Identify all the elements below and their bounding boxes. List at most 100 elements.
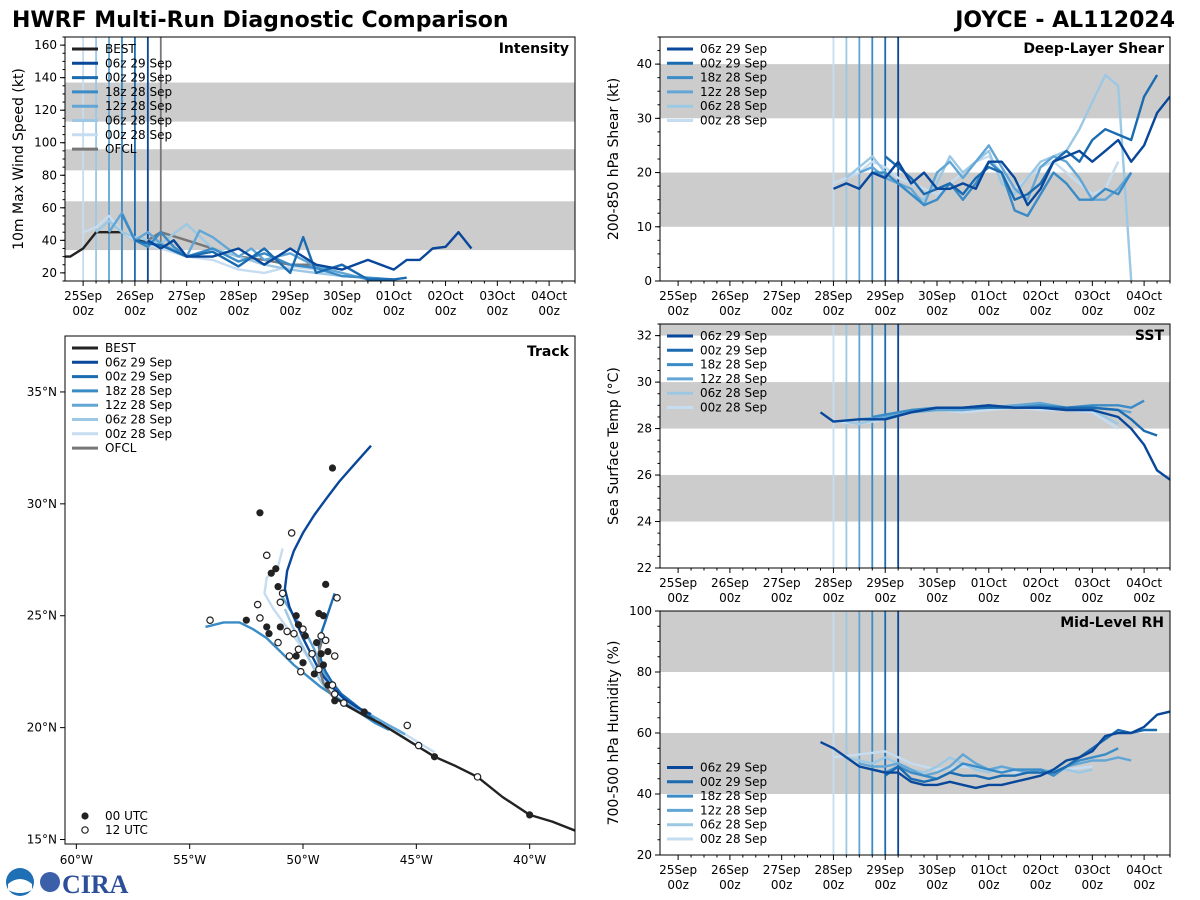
x-tick-label-date: 28Sep xyxy=(220,289,258,303)
x-tick-label: 60°W xyxy=(60,853,93,867)
shade-band-1 xyxy=(660,64,1170,119)
track-point-00utc xyxy=(267,569,275,577)
track-point-12utc xyxy=(290,629,298,638)
legend-label-06z-28-sep: 06z 28 Sep xyxy=(700,386,767,400)
track-point-00utc xyxy=(301,632,309,640)
shade-band-0 xyxy=(660,475,1170,522)
x-tick-label-hour: 00z xyxy=(1133,878,1155,892)
x-tick-label-hour: 00z xyxy=(978,304,1000,318)
y-tick-label: 22 xyxy=(637,561,652,575)
legend-label-06z-29-sep: 06z 29 Sep xyxy=(105,56,172,70)
x-tick-label-hour: 00z xyxy=(1082,591,1104,605)
cira-wordmark: CIRA xyxy=(62,870,129,899)
panel-title: SST xyxy=(1135,328,1165,344)
track-point-00utc xyxy=(294,621,303,629)
x-tick-label-date: 30Sep xyxy=(918,863,956,877)
x-tick-label-date: 26Sep xyxy=(711,289,749,303)
legend-label-best: BEST xyxy=(105,42,136,56)
track-point-00utc xyxy=(331,697,339,705)
track-point-00utc xyxy=(263,623,271,631)
track-point-12utc xyxy=(308,649,316,658)
legend-label-00z-28-sep: 00z 28 Sep xyxy=(105,427,172,441)
x-tick-label-date: 29Sep xyxy=(866,863,904,877)
x-tick-label-hour: 00z xyxy=(874,304,896,318)
y-tick-label: 28 xyxy=(637,422,652,436)
x-tick-label: 45°W xyxy=(400,853,433,867)
track-point-12utc xyxy=(333,594,341,602)
y-axis-label: Sea Surface Temp (°C) xyxy=(606,367,622,525)
series-line-06z-29-sep xyxy=(147,231,473,271)
legend-label-ofcl: OFCL xyxy=(105,142,137,156)
track-point-12utc xyxy=(296,667,305,676)
y-axis-label: 200-850 hPa Shear (kt) xyxy=(606,78,622,240)
x-tick-label-date: 28Sep xyxy=(815,576,853,590)
x-tick-label-hour: 00z xyxy=(823,591,845,605)
intensity-panel: 2040608010012014016025Sep00z26Sep00z27Se… xyxy=(11,36,576,318)
legend-label-12z-28-sep: 12z 28 Sep xyxy=(105,398,172,412)
track-point-12utc xyxy=(315,665,323,674)
x-tick-label-hour: 00z xyxy=(771,591,793,605)
track-point-00utc xyxy=(430,753,439,761)
legend-label-06z-29-sep: 06z 29 Sep xyxy=(700,761,767,775)
legend-label-12z-28-sep: 12z 28 Sep xyxy=(700,85,767,99)
track-point-12utc xyxy=(283,627,291,636)
legend-label-best: BEST xyxy=(105,341,136,355)
x-tick-label-hour: 00z xyxy=(667,304,689,318)
x-tick-label-hour: 00z xyxy=(72,304,94,318)
x-tick-label-date: 02Oct xyxy=(1023,289,1059,303)
x-tick-label-hour: 00z xyxy=(719,878,741,892)
cira-logo: CIRA xyxy=(6,868,129,899)
track-point-12utc xyxy=(206,616,214,625)
x-tick-label-date: 26Sep xyxy=(711,576,749,590)
x-tick-label-date: 03Oct xyxy=(1074,289,1110,303)
track-point-00utc xyxy=(317,650,325,658)
sst-panel: 22242628303225Sep00z26Sep00z27Sep00z28Se… xyxy=(606,323,1171,605)
legend-label-00z-29-sep: 00z 29 Sep xyxy=(700,343,767,357)
track-point-00utc xyxy=(526,811,534,819)
y-tick-label: 30°N xyxy=(27,497,57,511)
x-tick-label-date: 04Oct xyxy=(531,289,567,303)
y-tick-label: 0 xyxy=(644,274,652,288)
cira-globe-icon xyxy=(40,872,60,892)
y-tick-label: 25°N xyxy=(27,609,57,623)
x-tick-label-date: 25Sep xyxy=(64,289,102,303)
legend-label-00z-28-sep: 00z 28 Sep xyxy=(700,401,767,415)
plot-area xyxy=(660,324,1170,568)
x-tick-label-date: 26Sep xyxy=(711,863,749,877)
legend-label-06z-28-sep: 06z 28 Sep xyxy=(105,114,172,128)
shade-band-1 xyxy=(65,149,575,171)
x-tick-label-hour: 00z xyxy=(538,304,560,318)
y-axis-label: 10m Max Wind Speed (kt) xyxy=(11,68,27,250)
legend-label-00z-29-sep: 00z 29 Sep xyxy=(700,56,767,70)
legend-label-18z-28-sep: 18z 28 Sep xyxy=(700,358,767,372)
series-line-06z-29-sep xyxy=(819,404,1170,481)
x-tick-label-hour: 00z xyxy=(667,591,689,605)
track-point-00utc xyxy=(292,652,300,660)
track-point-00utc xyxy=(328,464,337,472)
x-tick-label-hour: 00z xyxy=(823,304,845,318)
x-tick-label-date: 02Oct xyxy=(1023,576,1059,590)
track-point-12utc xyxy=(321,636,330,645)
y-tick-label: 60 xyxy=(637,726,652,740)
y-tick-label: 35°N xyxy=(27,385,57,399)
x-tick-label-hour: 00z xyxy=(331,304,353,318)
track-point-00utc xyxy=(319,612,327,620)
x-tick-label-hour: 00z xyxy=(719,304,741,318)
x-tick-label-date: 01Oct xyxy=(376,289,412,303)
x-tick-label: 50°W xyxy=(286,853,319,867)
panel-title: Intensity xyxy=(499,41,569,57)
x-tick-label-hour: 00z xyxy=(487,304,509,318)
track-point-12utc xyxy=(287,529,296,537)
y-tick-label: 20 xyxy=(637,848,652,862)
shade-band-1 xyxy=(660,611,1170,672)
x-tick-label-hour: 00z xyxy=(1133,591,1155,605)
legend-label-00z-29-sep: 00z 29 Sep xyxy=(105,370,172,384)
x-tick-label-date: 30Sep xyxy=(918,289,956,303)
track-point-00utc xyxy=(310,670,318,678)
y-tick-label: 40 xyxy=(42,233,57,247)
